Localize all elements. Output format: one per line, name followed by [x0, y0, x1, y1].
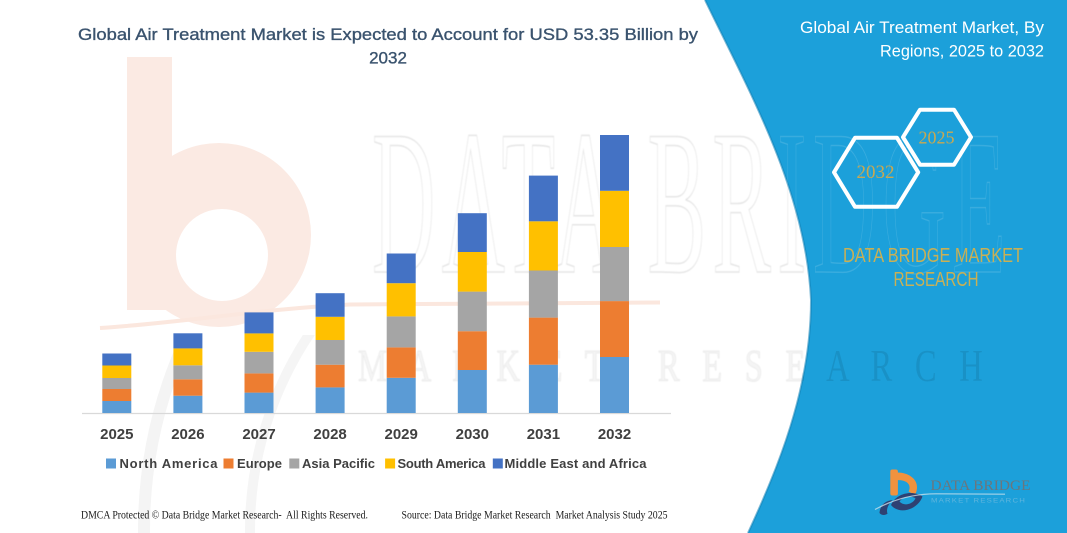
svg-text:MARKET RESEARCH: MARKET RESEARCH	[931, 497, 1026, 504]
svg-text:Asia Pacific: Asia Pacific	[302, 456, 375, 471]
svg-text:Global Air Treatment Market, B: Global Air Treatment Market, By	[800, 18, 1045, 37]
svg-text:2027: 2027	[242, 426, 275, 443]
svg-text:2030: 2030	[456, 426, 489, 443]
svg-text:2032: 2032	[369, 49, 407, 68]
svg-text:Source: Data Bridge Market Res: Source: Data Bridge Market Research Mark…	[402, 510, 668, 522]
svg-text:Europe: Europe	[237, 456, 282, 471]
svg-text:2032: 2032	[857, 162, 895, 183]
svg-text:2028: 2028	[313, 426, 346, 443]
svg-text:South America: South America	[398, 456, 487, 471]
svg-text:DMCA Protected © Data Bridge M: DMCA Protected © Data Bridge Market Rese…	[81, 510, 368, 522]
svg-text:2026: 2026	[171, 426, 204, 443]
svg-text:RESEARCH: RESEARCH	[894, 269, 979, 291]
svg-text:Middle East and Africa: Middle East and Africa	[505, 456, 648, 471]
svg-text:DATA BRIDGE: DATA BRIDGE	[931, 478, 1031, 494]
svg-text:Global Air Treatment Market is: Global Air Treatment Market is Expected …	[78, 25, 699, 44]
svg-text:2025: 2025	[100, 426, 133, 443]
svg-text:2031: 2031	[527, 426, 560, 443]
svg-text:Regions, 2025 to 2032: Regions, 2025 to 2032	[880, 42, 1044, 61]
svg-text:2032: 2032	[598, 426, 631, 443]
svg-text:North America: North America	[120, 456, 219, 471]
svg-text:2029: 2029	[385, 426, 418, 443]
svg-text:DATA BRIDGE MARKET: DATA BRIDGE MARKET	[843, 245, 1023, 267]
svg-text:2025: 2025	[919, 128, 955, 148]
